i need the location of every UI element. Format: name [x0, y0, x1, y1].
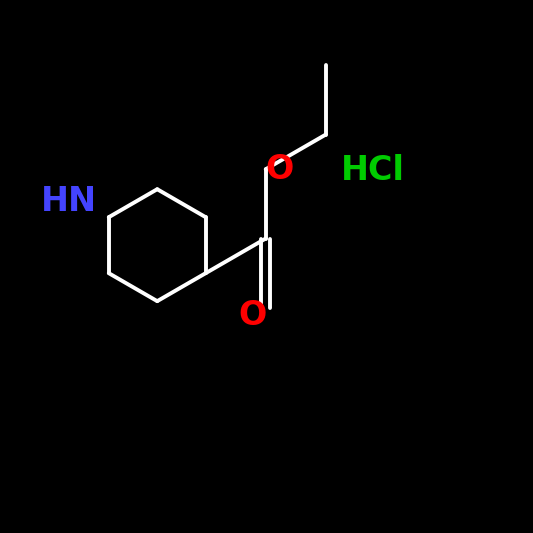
Text: HCl: HCl: [341, 154, 405, 187]
Text: HN: HN: [41, 185, 97, 217]
Text: O: O: [265, 153, 293, 185]
Text: O: O: [238, 300, 266, 332]
